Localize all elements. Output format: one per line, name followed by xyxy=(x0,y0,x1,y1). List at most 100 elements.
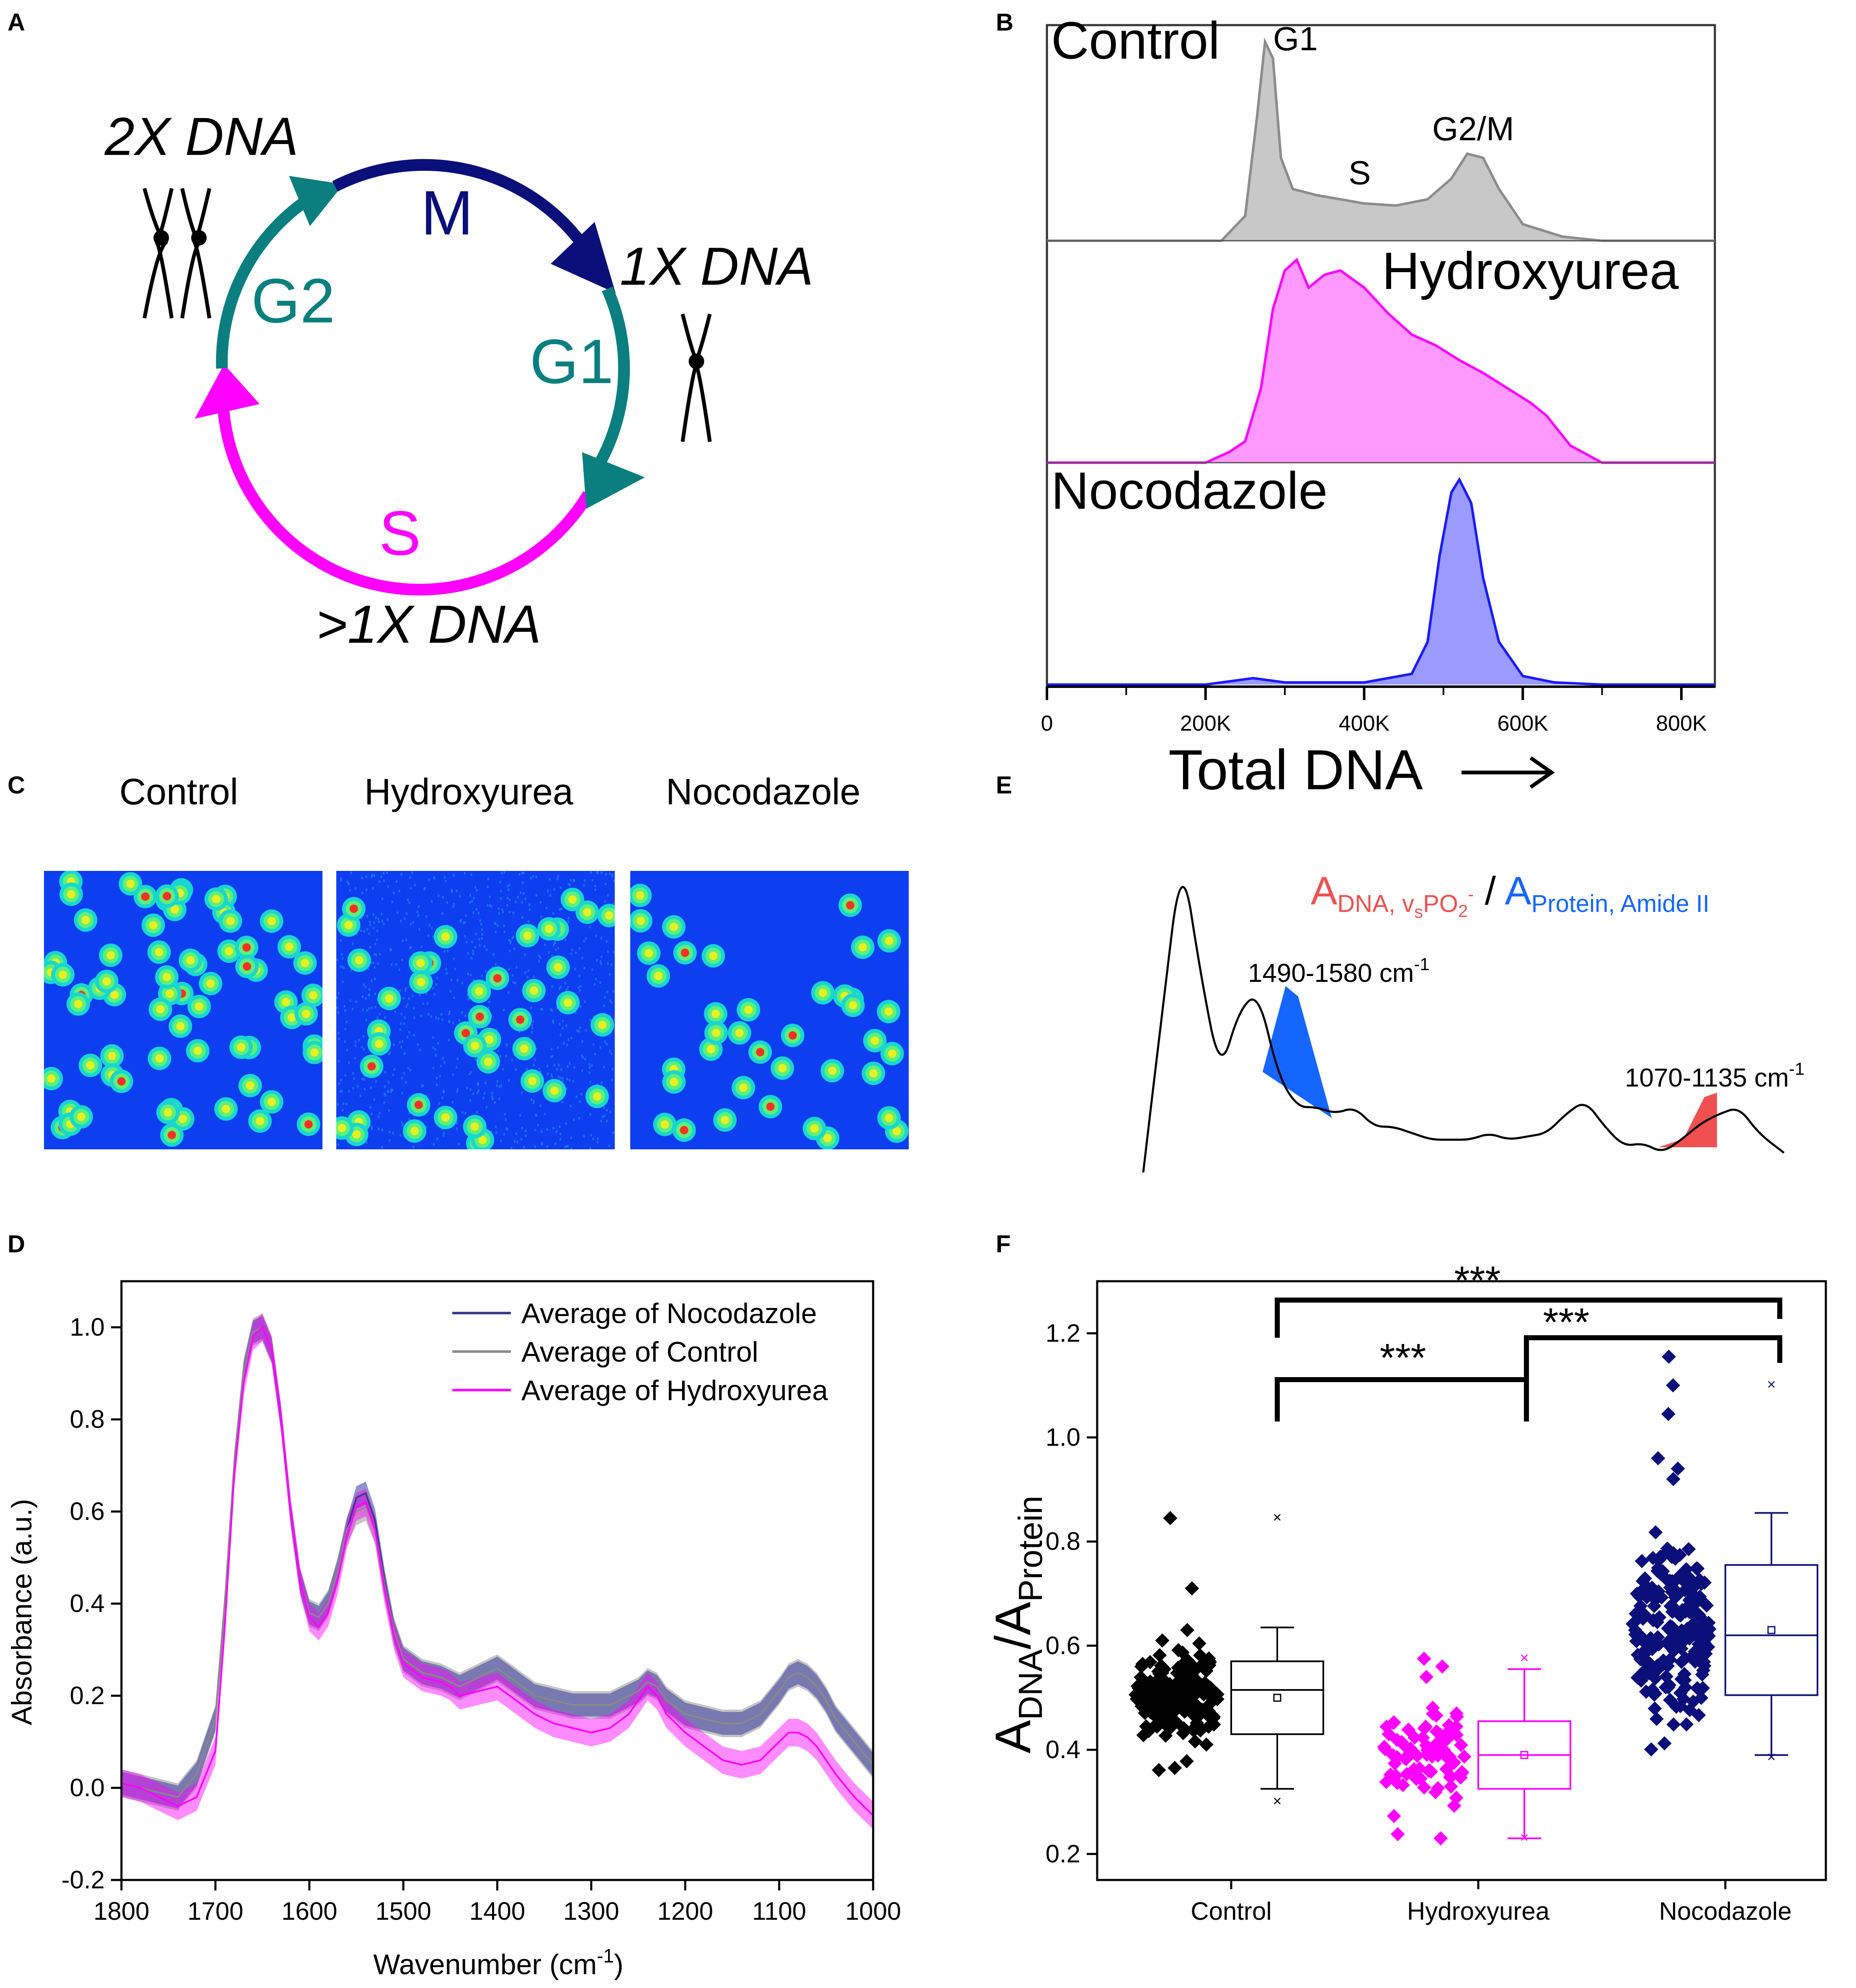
noise-speck xyxy=(456,889,458,892)
noise-speck xyxy=(408,901,410,904)
noise-speck xyxy=(372,887,374,890)
noise-speck xyxy=(592,1137,594,1140)
box-mean xyxy=(1273,1694,1281,1702)
noise-speck xyxy=(387,1081,389,1084)
noise-speck xyxy=(390,1090,392,1093)
x-axis-label: Wavenumber (cm-1) xyxy=(373,1945,624,1980)
data-point xyxy=(1666,1717,1681,1732)
noise-speck xyxy=(432,1066,434,1069)
cell-spot-core xyxy=(583,908,592,917)
noise-speck xyxy=(344,1074,346,1077)
cell-spot-core xyxy=(744,1005,753,1014)
noise-speck xyxy=(366,1141,368,1144)
noise-speck xyxy=(363,1088,366,1091)
noise-speck xyxy=(533,1064,535,1067)
noise-speck xyxy=(530,877,532,880)
noise-speck xyxy=(464,1112,467,1115)
phase-label-g2: G2 xyxy=(251,265,335,336)
cell-spot-core xyxy=(564,998,572,1007)
noise-speck xyxy=(494,1101,496,1104)
noise-speck xyxy=(403,1135,405,1138)
noise-speck xyxy=(564,1146,566,1149)
cell-spot-core xyxy=(309,991,317,1000)
noise-speck xyxy=(384,1016,386,1019)
noise-speck xyxy=(556,1068,558,1071)
g2-phase-arc xyxy=(216,185,325,369)
noise-speck xyxy=(384,1085,386,1088)
noise-speck xyxy=(382,919,384,922)
noise-speck xyxy=(348,882,350,885)
noise-speck xyxy=(404,917,406,920)
noise-speck xyxy=(469,1073,471,1076)
noise-speck xyxy=(456,1057,459,1060)
noise-speck xyxy=(452,905,454,908)
noise-speck xyxy=(569,884,571,887)
noise-speck xyxy=(368,932,370,935)
noise-speck xyxy=(363,1048,365,1051)
noise-speck xyxy=(466,1087,468,1089)
cell-spot-core xyxy=(162,892,171,901)
noise-speck xyxy=(470,873,472,876)
noise-speck xyxy=(374,942,376,945)
noise-speck xyxy=(499,1055,501,1058)
noise-speck xyxy=(578,1117,580,1120)
x-tick-label: 1700 xyxy=(188,1897,243,1925)
noise-speck xyxy=(599,1046,601,1049)
noise-speck xyxy=(495,922,497,925)
noise-speck xyxy=(513,948,516,950)
hist-nocodazole-line xyxy=(1047,477,1715,686)
cell-spot-core xyxy=(470,1122,479,1131)
noise-speck xyxy=(476,1111,478,1114)
data-point xyxy=(1679,1717,1694,1732)
noise-speck xyxy=(338,1011,340,1014)
noise-speck xyxy=(582,1056,584,1059)
noise-speck xyxy=(583,967,585,970)
noise-speck xyxy=(516,966,518,969)
data-point xyxy=(1669,1700,1683,1714)
data-point xyxy=(1433,1831,1448,1846)
noise-speck xyxy=(581,1040,583,1043)
noise-speck xyxy=(581,956,583,959)
noise-speck xyxy=(515,901,517,904)
noise-speck xyxy=(557,947,559,950)
noise-speck xyxy=(538,954,540,957)
noise-speck xyxy=(553,888,555,891)
noise-speck xyxy=(520,1138,522,1141)
cell-spot-core xyxy=(598,1020,607,1029)
data-point xyxy=(1634,1673,1648,1688)
noise-speck xyxy=(448,1038,450,1041)
noise-speck xyxy=(440,1065,442,1068)
noise-speck xyxy=(534,1128,536,1131)
noise-speck xyxy=(522,871,524,874)
noise-speck xyxy=(593,983,595,986)
noise-speck xyxy=(606,1043,608,1046)
noise-speck xyxy=(538,960,540,963)
noise-speck xyxy=(467,952,469,955)
cell-spot-core xyxy=(858,943,867,952)
data-point xyxy=(1661,1407,1676,1421)
cell-spot-core xyxy=(778,1064,787,1072)
noise-speck xyxy=(456,1066,458,1069)
data-point xyxy=(1390,1827,1405,1841)
noise-speck xyxy=(375,1080,377,1083)
noise-speck xyxy=(601,871,603,874)
noise-speck xyxy=(487,878,489,881)
x-tick-label: 800K xyxy=(1656,711,1707,736)
noise-speck xyxy=(603,1114,606,1117)
noise-speck xyxy=(594,1053,596,1056)
cell-spot-core xyxy=(410,1127,419,1136)
data-point xyxy=(1410,1749,1425,1763)
noise-speck xyxy=(492,1097,494,1100)
cell-spot-core xyxy=(102,977,111,986)
noise-speck xyxy=(412,921,414,924)
noise-speck xyxy=(438,1017,440,1020)
noise-speck xyxy=(557,875,559,878)
noise-speck xyxy=(514,981,516,984)
noise-speck xyxy=(498,1085,500,1088)
noise-speck xyxy=(535,1048,537,1051)
formula-label: ADNA, vsPO2- / AProtein, Amide II xyxy=(1311,869,1709,922)
data-point xyxy=(1660,1572,1674,1587)
noise-speck xyxy=(442,1057,444,1060)
cell-spot-core xyxy=(810,1124,819,1133)
noise-speck xyxy=(588,1063,590,1066)
